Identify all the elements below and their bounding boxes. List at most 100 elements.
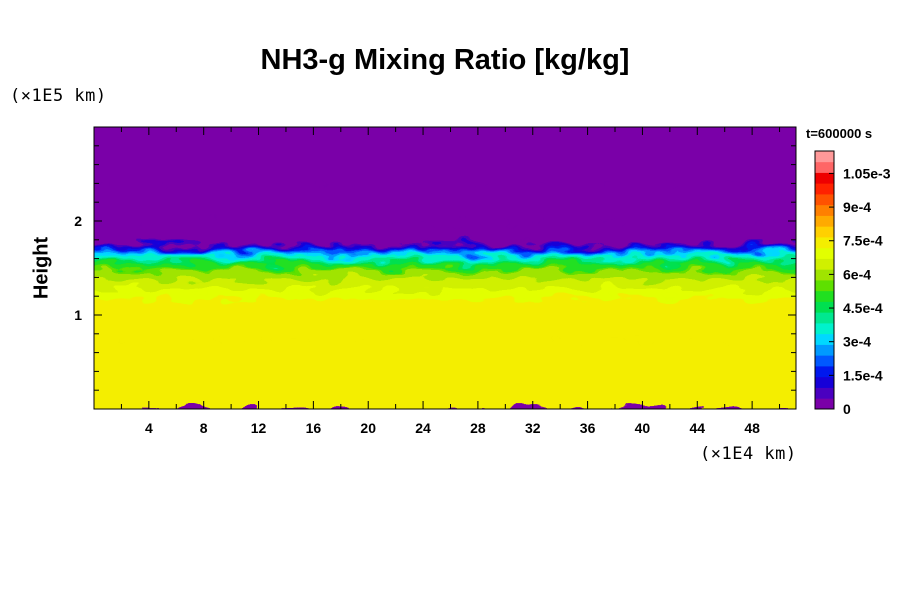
y-tick-label: 2	[74, 213, 82, 229]
field-band	[94, 357, 796, 376]
field-band	[94, 252, 796, 256]
mixing-layer	[94, 127, 796, 409]
x-tick-label: 8	[200, 420, 208, 436]
colorbar-segment	[815, 387, 834, 399]
field-band	[94, 296, 796, 300]
colorbar-segment	[815, 215, 834, 227]
field-band	[94, 260, 796, 264]
colorbar-segment	[815, 258, 834, 270]
field-band	[94, 127, 796, 147]
field-band	[94, 374, 796, 393]
field-band	[94, 256, 796, 260]
colorbar-segment	[815, 366, 834, 378]
colorbar-segment	[815, 194, 834, 206]
field-band	[94, 251, 796, 254]
field-band	[94, 285, 796, 289]
colorbar-segment	[815, 398, 834, 410]
colorbar-tick-label: 6e-4	[843, 266, 871, 282]
colorbar-segment	[815, 376, 834, 388]
field-band	[94, 305, 796, 324]
colorbar-tick-label: 0	[843, 401, 851, 417]
field-band	[94, 254, 796, 258]
colorbar-segment	[815, 183, 834, 195]
x-tick-label: 12	[251, 420, 267, 436]
field-band	[94, 222, 796, 243]
x-tick-label: 20	[360, 420, 376, 436]
y-axis: 12	[74, 145, 796, 391]
y-tick-label: 1	[74, 307, 82, 323]
colorbar-segment	[815, 172, 834, 184]
colorbar-segment	[815, 301, 834, 313]
field-band	[94, 340, 796, 358]
colorbar-tick-label: 9e-4	[843, 199, 871, 215]
field-band	[94, 258, 796, 262]
colorbar-segment	[815, 312, 834, 324]
colorbar-tick-label: 7.5e-4	[843, 233, 883, 249]
field-band	[94, 293, 796, 297]
colorbar-segment	[815, 247, 834, 259]
colorbar-segment	[815, 226, 834, 238]
field-band	[94, 300, 796, 304]
field-band	[94, 288, 796, 293]
field-band	[94, 268, 796, 271]
field-band	[94, 244, 796, 247]
field-band	[94, 243, 796, 246]
field-band	[94, 272, 796, 277]
field-band	[94, 391, 796, 409]
x-tick-label: 28	[470, 420, 486, 436]
x-tick-label: 44	[689, 420, 705, 436]
colorbar-tick-label: 1.5e-4	[843, 367, 883, 383]
field-band	[94, 303, 796, 307]
field-band	[94, 322, 796, 341]
field-band	[94, 247, 796, 250]
heatmap-field	[94, 127, 796, 409]
colorbar-tick-label: 4.5e-4	[843, 300, 883, 316]
field-band	[94, 282, 796, 286]
colorbar-segment	[815, 280, 834, 292]
chart-title: NH3-g Mixing Ratio [kg/kg]	[260, 44, 630, 76]
field-band	[94, 249, 796, 252]
field-band	[94, 275, 796, 280]
x-tick-label: 36	[580, 420, 596, 436]
x-axis: 4 8 12 16 20 24 28 32 36 40 44 48	[120, 127, 781, 436]
y-units-label: (×1E5 km)	[10, 86, 107, 106]
field-band	[94, 291, 796, 295]
field-band	[94, 203, 796, 224]
colorbar-segment	[815, 161, 834, 173]
colorbar-segment	[815, 290, 834, 302]
field-band	[94, 184, 796, 205]
colorbar-segment	[815, 344, 834, 356]
colorbar-segment	[815, 333, 834, 345]
x-tick-label: 48	[744, 420, 760, 436]
field-band	[94, 298, 796, 302]
field-band	[94, 242, 796, 245]
colorbar-segment	[815, 269, 834, 281]
x-tick-label: 32	[525, 420, 541, 436]
colorbar-tick-label: 3e-4	[843, 334, 871, 350]
plot-frame	[93, 126, 797, 410]
time-label: t=600000 s	[806, 126, 873, 141]
x-tick-label: 4	[145, 420, 153, 436]
field-band	[94, 241, 796, 244]
colorbar: 0 1.5e-4 3e-4 4.5e-4 6e-4 7.5e-4 9e-4 1.05e-3	[814, 150, 891, 417]
x-tick-label: 16	[306, 420, 322, 436]
x-units-label: (×1E4 km)	[700, 444, 797, 464]
colorbar-segment	[815, 323, 834, 335]
colorbar-frame	[814, 150, 835, 410]
colorbar-segment	[815, 151, 834, 163]
field-band	[94, 278, 796, 283]
field-band	[94, 245, 796, 247]
field-band	[94, 263, 796, 267]
colorbar-segment	[815, 237, 834, 249]
colorbar-segment	[815, 204, 834, 216]
field-band	[94, 246, 796, 248]
field-band	[94, 165, 796, 185]
colorbar-segment	[815, 355, 834, 367]
field-band	[94, 270, 796, 274]
field-band	[94, 146, 796, 166]
colorbar-tick-label: 1.05e-3	[843, 165, 891, 181]
x-tick-label: 24	[415, 420, 431, 436]
x-tick-label: 40	[635, 420, 651, 436]
field-band	[94, 265, 796, 269]
